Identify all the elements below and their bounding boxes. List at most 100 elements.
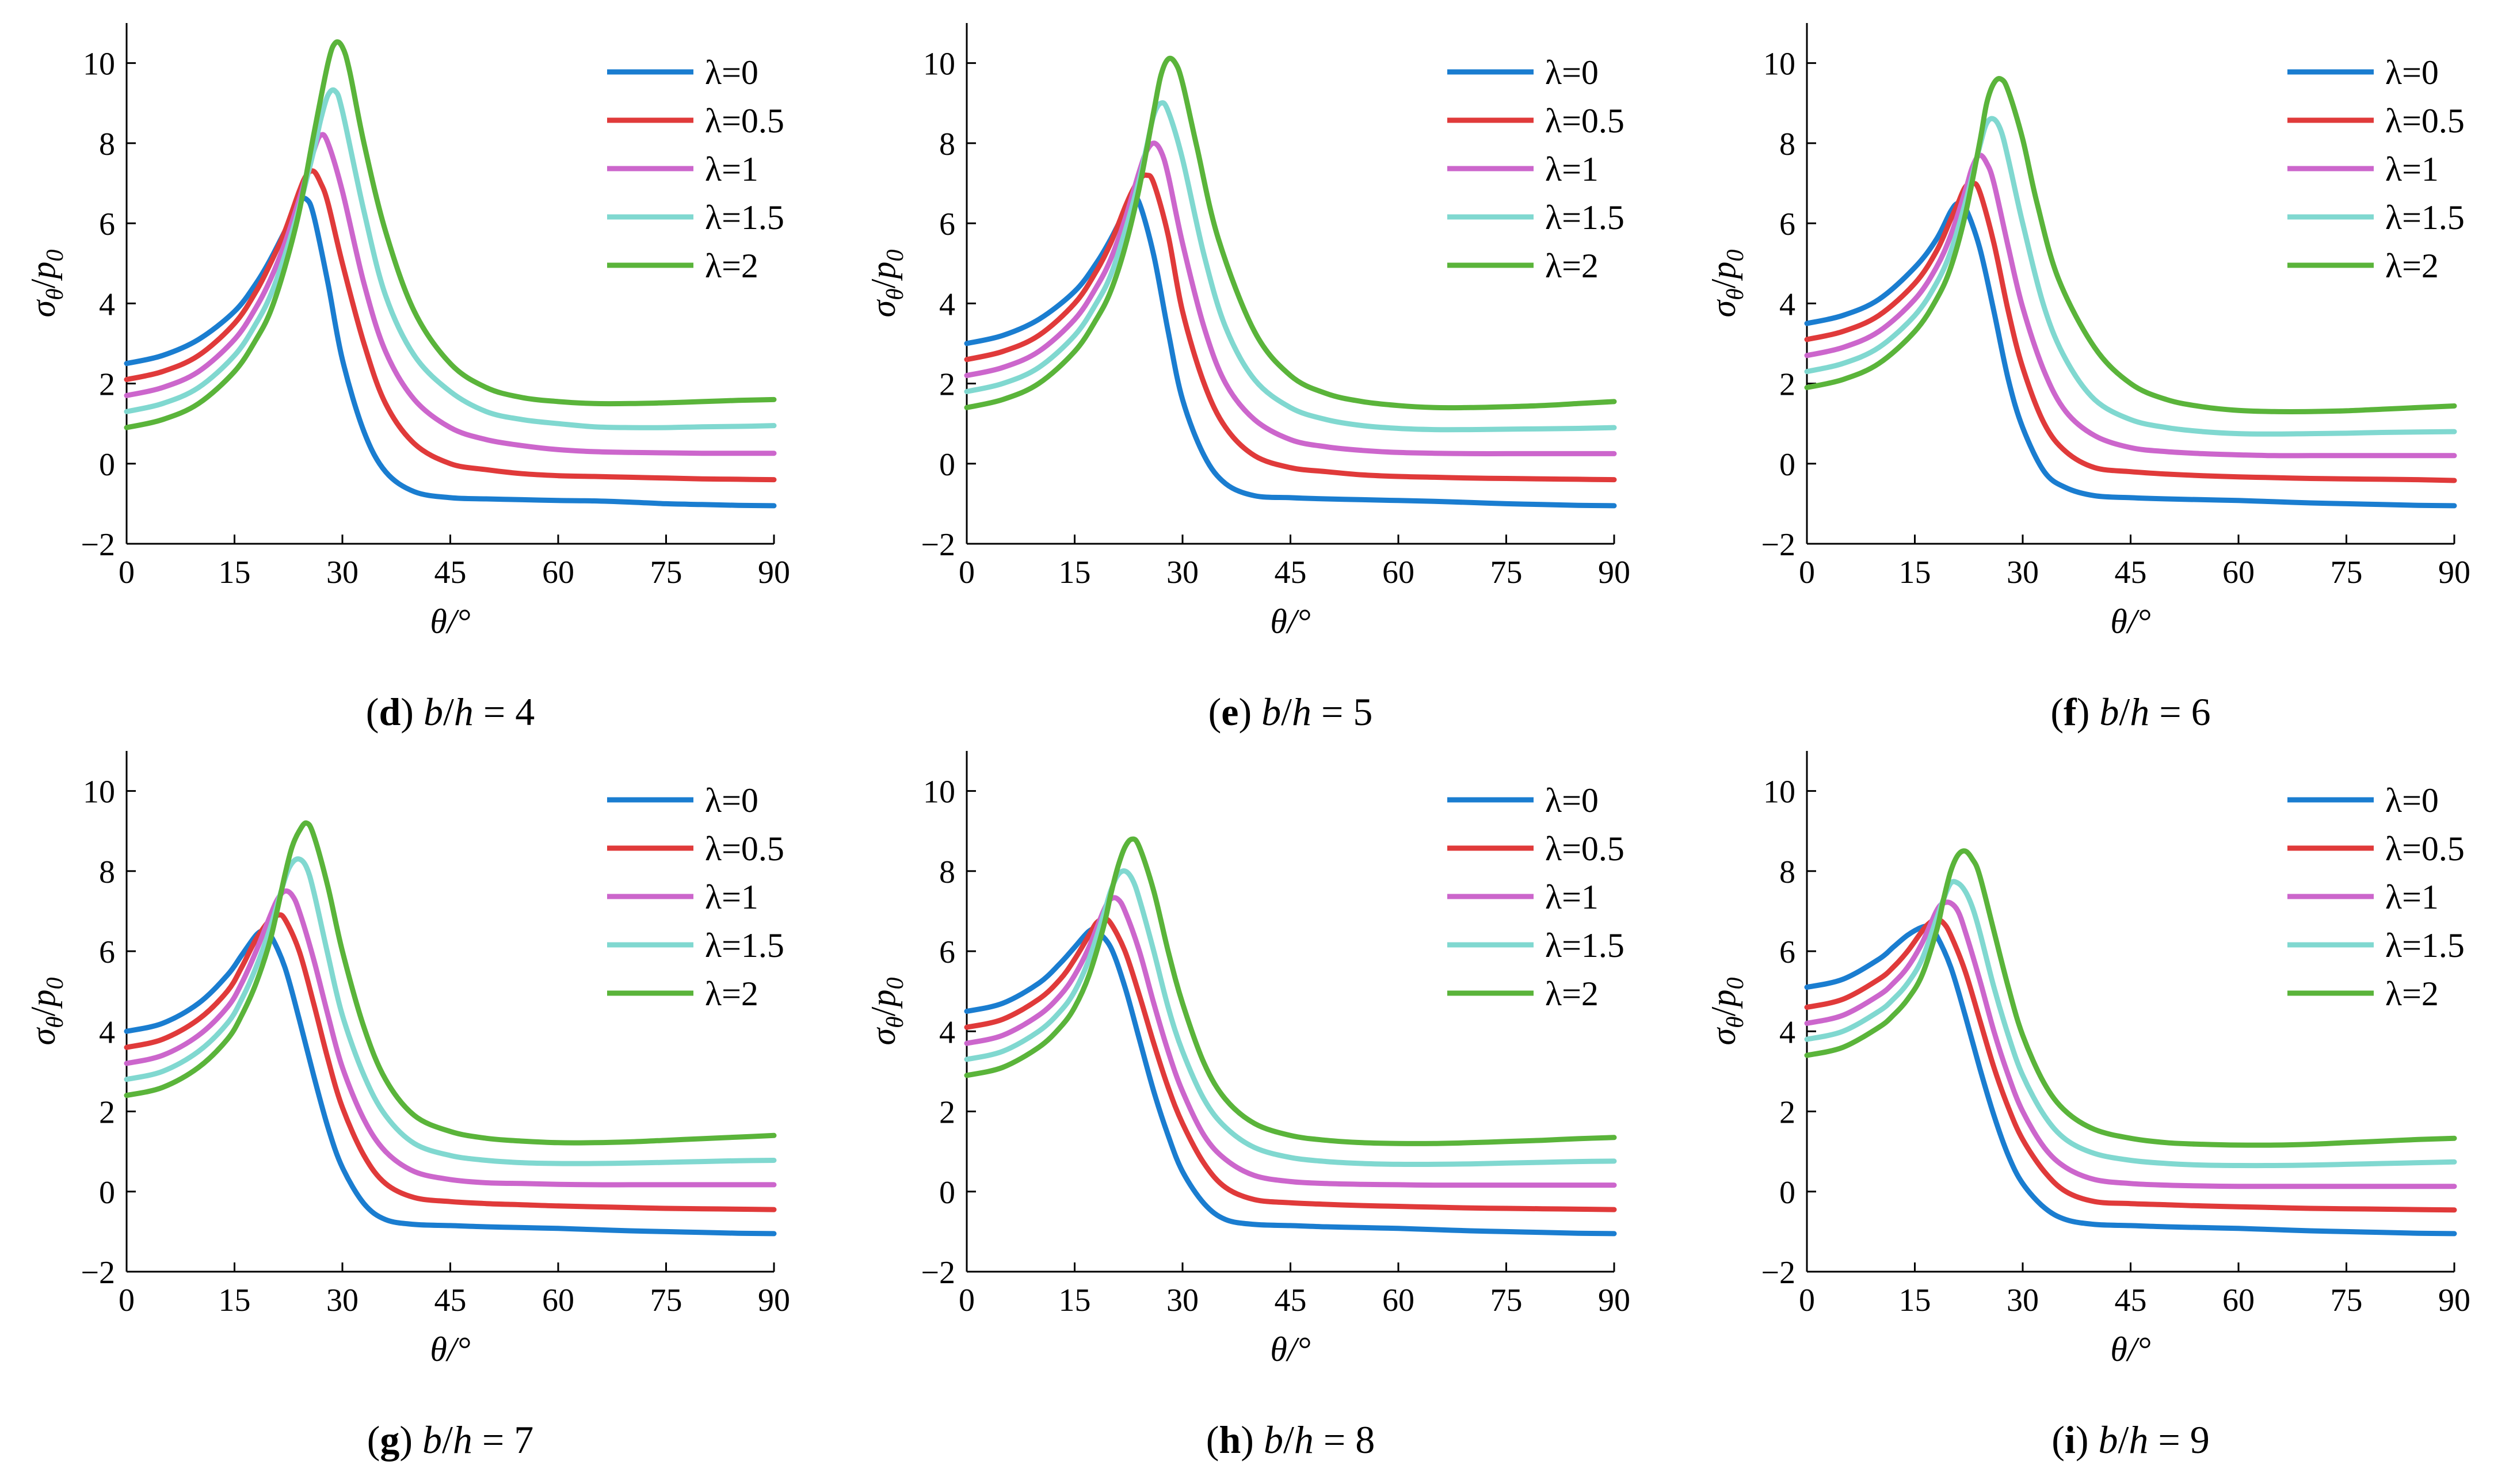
y-tick-label: 8 <box>99 854 115 890</box>
legend-label: λ=0 <box>2385 54 2439 91</box>
series-line-3 <box>964 100 1617 433</box>
x-tick-label: 75 <box>2331 555 2363 590</box>
caption-slash: / <box>2118 1418 2129 1462</box>
y-axis-label: σθ/p0 <box>1704 978 1749 1046</box>
y-axis-label: σθ/p0 <box>864 978 909 1046</box>
series-line-3 <box>1804 116 2457 437</box>
y-axis-label: σθ/p0 <box>1704 250 1749 318</box>
x-tick-label: 45 <box>434 1283 467 1318</box>
x-tick-label: 15 <box>1899 1283 1931 1318</box>
series-line-1 <box>964 916 1617 1212</box>
y-tick-label: 10 <box>1763 47 1795 82</box>
y-tick-label: 2 <box>1779 367 1795 403</box>
caption-equals: = <box>2149 690 2191 734</box>
y-axis-label: σθ/p0 <box>864 250 909 318</box>
x-tick-label: 60 <box>2222 1283 2255 1318</box>
x-tick-label: 60 <box>1382 1283 1414 1318</box>
y-label-sigma-sub: θ <box>1722 1016 1749 1028</box>
x-tick-label: 90 <box>2438 555 2470 590</box>
caption-equals: = <box>474 690 515 734</box>
y-tick-label: 2 <box>939 1095 955 1131</box>
y-tick-label: 6 <box>99 207 115 242</box>
panel-caption: (f) b/h = 6 <box>2050 690 2210 734</box>
x-tick-label: 60 <box>1382 555 1414 590</box>
caption-bh: b <box>2098 1418 2118 1462</box>
y-label-p-sub: 0 <box>1722 250 1749 262</box>
x-tick-label: 15 <box>1059 555 1091 590</box>
caption-open-paren: ( <box>366 690 379 734</box>
x-tick-label: 15 <box>219 1283 251 1318</box>
caption-bh: b <box>1261 690 1281 734</box>
caption-letter: f <box>2064 690 2077 734</box>
y-tick-label: −2 <box>1761 1255 1795 1291</box>
panel-caption: (g) b/h = 7 <box>367 1418 534 1462</box>
series-line-3 <box>964 868 1617 1168</box>
x-axis-label: θ/° <box>2110 602 2150 640</box>
y-tick-label: −2 <box>1761 527 1795 563</box>
series-line-0 <box>124 928 777 1237</box>
y-tick-label: 0 <box>99 1175 115 1211</box>
series-line-0 <box>964 194 1617 509</box>
series-line-0 <box>1804 924 2457 1237</box>
x-tick-label: 60 <box>2222 555 2255 590</box>
y-label-sigma-sub: θ <box>42 288 68 300</box>
y-tick-label: −2 <box>81 527 115 563</box>
caption-slash: / <box>1281 690 1292 734</box>
y-tick-label: 10 <box>923 775 955 810</box>
y-tick-label: −2 <box>81 1255 115 1291</box>
y-tick-label: 0 <box>1779 447 1795 483</box>
caption-close-paren: ) <box>1238 690 1261 734</box>
y-tick-label: 2 <box>939 367 955 403</box>
x-tick-label: 75 <box>650 1283 682 1318</box>
x-tick-label: 60 <box>542 1283 574 1318</box>
legend-label: λ=0.5 <box>1545 830 1624 868</box>
caption-open-paren: ( <box>2051 1418 2065 1462</box>
caption-bh: b <box>1264 1418 1283 1462</box>
legend-label: λ=2 <box>1545 247 1599 285</box>
x-tick-label: 90 <box>1598 555 1630 590</box>
y-label-p-sub: 0 <box>882 978 909 990</box>
legend-label: λ=1 <box>705 878 758 916</box>
x-tick-label: 15 <box>1899 555 1931 590</box>
caption-h: h <box>453 1418 472 1462</box>
y-tick-label: 8 <box>99 127 115 162</box>
series-line-1 <box>1804 180 2457 483</box>
y-tick-label: 10 <box>83 47 115 82</box>
caption-letter: e <box>1221 690 1238 734</box>
series-line-4 <box>124 820 777 1146</box>
series-line-3 <box>124 856 777 1166</box>
x-tick-label: 30 <box>1166 1283 1199 1318</box>
series-line-4 <box>1804 76 2457 414</box>
y-label-sigma-sub: θ <box>1722 288 1749 300</box>
x-tick-label: 30 <box>1166 555 1199 590</box>
x-axis-label: θ/° <box>1270 602 1310 640</box>
legend-label: λ=2 <box>2385 247 2439 285</box>
series-line-1 <box>124 912 777 1212</box>
x-tick-label: 0 <box>959 1283 975 1318</box>
caption-open-paren: ( <box>2050 690 2064 734</box>
x-tick-label: 90 <box>2438 1283 2470 1318</box>
y-label-slash: / <box>1704 1006 1742 1016</box>
caption-equals: = <box>472 1418 514 1462</box>
x-tick-label: 75 <box>650 555 682 590</box>
y-tick-label: 8 <box>1779 127 1795 162</box>
y-label-slash: / <box>864 279 902 288</box>
y-tick-label: 0 <box>939 1175 955 1211</box>
y-tick-label: 4 <box>1779 287 1795 322</box>
y-label-p-sub: 0 <box>1722 978 1749 990</box>
caption-slash: / <box>1283 1418 1294 1462</box>
legend-label: λ=0.5 <box>2385 830 2465 868</box>
legend-label: λ=1.5 <box>1545 926 1624 964</box>
caption-open-paren: ( <box>367 1418 380 1462</box>
y-tick-label: 6 <box>939 207 955 242</box>
caption-slash: / <box>443 690 454 734</box>
x-tick-label: 90 <box>758 1283 790 1318</box>
x-tick-label: 45 <box>2115 1283 2147 1318</box>
series-line-2 <box>1804 152 2457 459</box>
y-label-sigma: σ <box>24 299 62 317</box>
y-tick-label: 2 <box>1779 1095 1795 1131</box>
x-tick-label: 45 <box>434 555 467 590</box>
y-label-sigma-sub: θ <box>882 288 909 300</box>
